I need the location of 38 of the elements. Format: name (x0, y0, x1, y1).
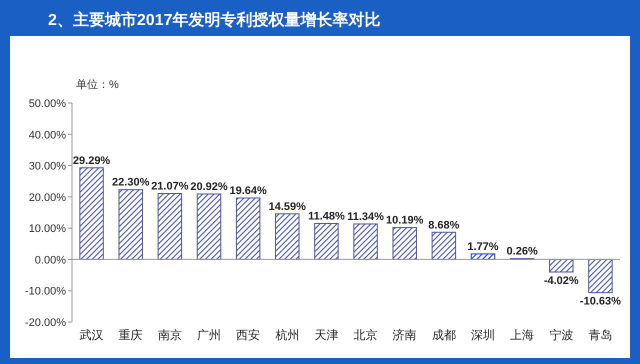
text: 单位：% (76, 78, 119, 91)
data-label: 10.19% (386, 214, 424, 227)
x-tick-label: 深圳 (471, 328, 495, 342)
data-label: 11.48% (308, 210, 345, 223)
x-tick-label: 青岛 (588, 328, 612, 342)
y-tick-label: -10.00% (25, 286, 66, 298)
y-tick-label: -20.00% (25, 317, 66, 329)
x-tick-label: 广州 (197, 328, 221, 342)
y-tick-label: 10.00% (28, 223, 66, 236)
x-tick-label: 宁波 (549, 328, 574, 342)
y-tick-label: 0.00% (34, 254, 66, 266)
data-label: 22.30% (112, 176, 150, 189)
data-label: -4.02% (544, 275, 579, 288)
data-label: 11.34% (347, 210, 384, 223)
x-tick-label: 武汉 (80, 328, 104, 342)
data-label: 21.07% (151, 180, 189, 193)
x-tick-label: 北京 (354, 328, 378, 342)
data-label: 8.68% (428, 219, 460, 232)
data-label: 1.77% (467, 240, 499, 253)
x-tick-label: 成都 (432, 328, 456, 342)
data-label: 14.59% (268, 200, 306, 213)
x-tick-label: 西安 (236, 328, 260, 342)
data-label: 19.64% (229, 184, 268, 197)
data-label: 29.29% (72, 154, 110, 167)
data-label: 20.92% (190, 180, 228, 193)
x-tick-label: 南京 (158, 328, 182, 342)
x-tick-label: 重庆 (118, 328, 143, 342)
y-tick-label: 50.00% (28, 98, 66, 110)
x-tick-label: 天津 (314, 328, 338, 342)
x-tick-label: 济南 (392, 328, 417, 342)
data-label: -10.63% (580, 296, 622, 308)
y-tick-label: 20.00% (28, 192, 66, 204)
y-tick-label: 30.00% (28, 160, 66, 173)
x-tick-label: 杭州 (274, 328, 300, 342)
chart-title: 2、主要城市2017年发明专利授权量增长率对比 (48, 10, 380, 29)
data-label: 0.26% (506, 246, 538, 258)
y-tick-label: 40.00% (28, 129, 66, 142)
x-tick-label: 上海 (510, 328, 534, 342)
